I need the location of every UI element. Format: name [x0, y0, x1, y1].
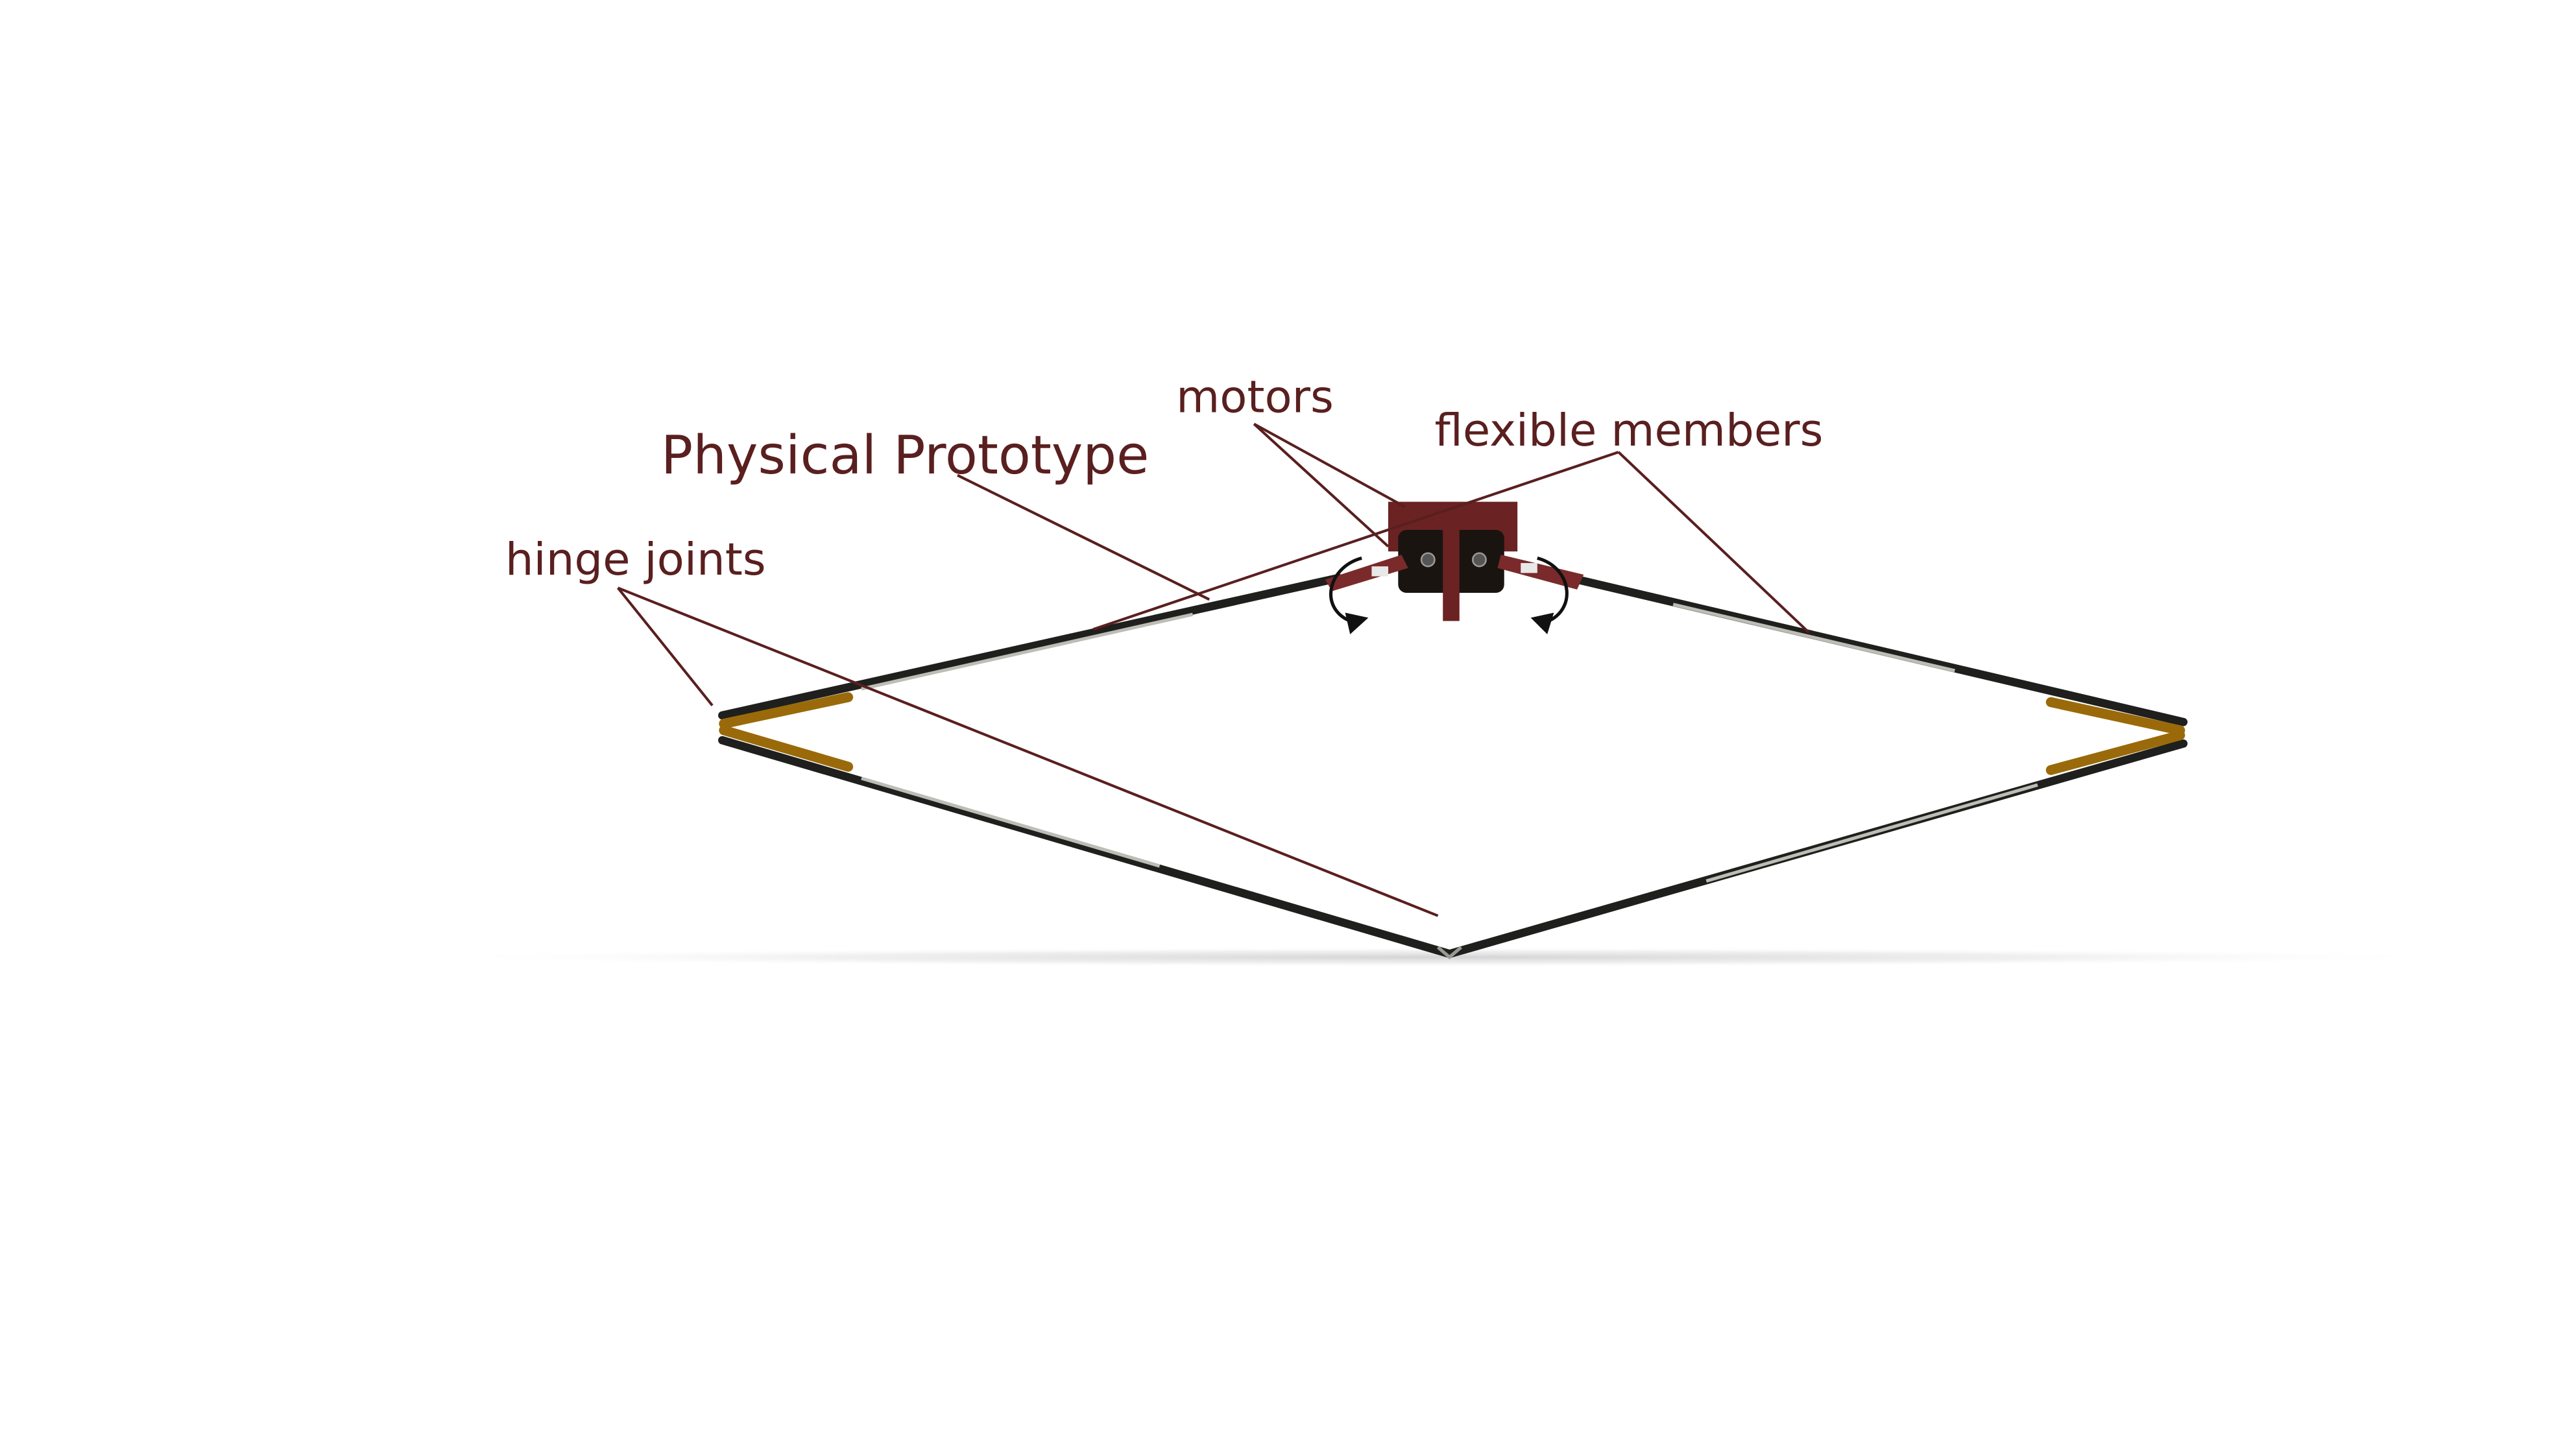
frame-bar-upper-left	[718, 573, 1343, 720]
leader-hinge-2	[617, 586, 1439, 917]
hinge-right-upper	[2045, 697, 2185, 736]
label-flexible-members: flexible members	[1435, 405, 1824, 457]
label-motors: motors	[1176, 372, 1334, 424]
hinge-left-upper	[719, 692, 854, 729]
motor-assembly	[1325, 501, 1584, 621]
leader-lines	[616, 422, 1811, 917]
motor-left-arm	[1325, 555, 1408, 592]
leader-motors-2	[1253, 423, 1390, 548]
motor-right-hub	[1471, 552, 1487, 568]
leader-flex-left	[1092, 451, 1619, 631]
bottom-vertex	[1436, 946, 1463, 960]
ground-shadow	[414, 947, 2469, 968]
hinge-joints	[719, 692, 2185, 775]
motor-left-hub	[1420, 552, 1436, 568]
hinge-left-lower	[719, 725, 854, 772]
leader-title	[957, 473, 1210, 601]
frame-bar-lower-left	[718, 736, 1454, 958]
hinge-right-lower	[2045, 730, 2185, 775]
leader-hinge-1	[616, 587, 714, 706]
flexible-member-lower-right	[1705, 783, 2038, 883]
leader-flex-right	[1617, 451, 1811, 634]
motor-right-arm	[1497, 555, 1584, 590]
flexible-member-upper-left	[861, 612, 1194, 691]
leader-motors-1	[1253, 422, 1406, 509]
motor-left-clamp	[1371, 566, 1388, 577]
motor-center-shaft	[1443, 530, 1460, 621]
frame-bar-upper-right	[1566, 573, 2188, 726]
motor-right-clamp	[1521, 563, 1537, 573]
diagram-title: Physical Prototype	[661, 425, 1149, 486]
flexible-member-lower-left	[861, 776, 1161, 868]
flexible-member-upper-right	[1672, 603, 1955, 673]
curved-arrow-ccw-icon	[1329, 556, 1369, 634]
label-hinge-joints: hinge joints	[505, 534, 766, 586]
curved-arrow-cw-icon	[1530, 556, 1569, 634]
rhombus-frame	[718, 573, 2188, 960]
